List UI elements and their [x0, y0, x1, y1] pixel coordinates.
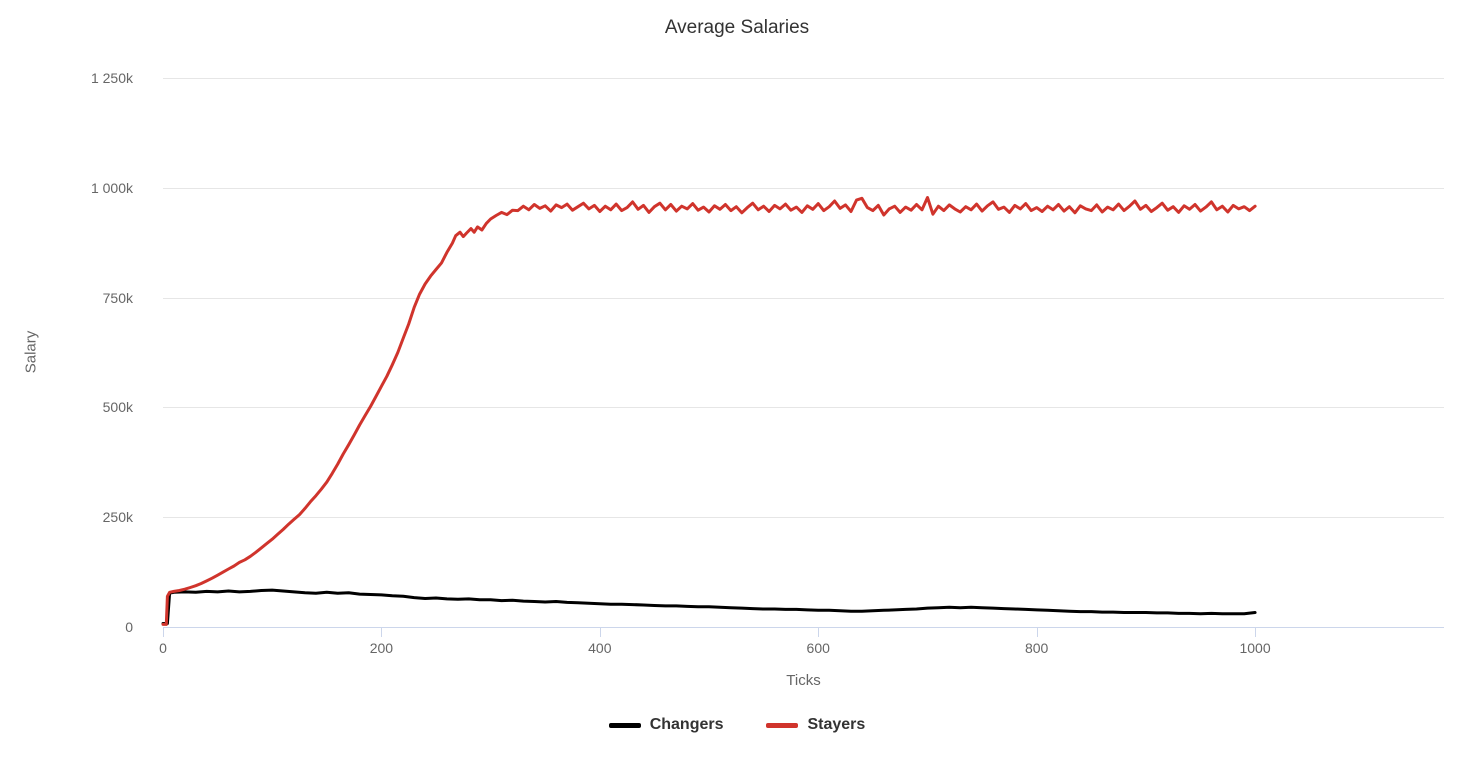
y-tick-label: 1 000k [90, 179, 133, 196]
stayers-line-swatch [766, 722, 799, 728]
x-tick-label: 200 [369, 640, 394, 656]
legend-item-changers[interactable]: Changers [608, 716, 724, 734]
changers-line-swatch [608, 722, 641, 728]
legend-item-stayers[interactable]: Stayers [766, 716, 865, 734]
x-axis-title: Ticks [786, 672, 821, 689]
chart-title: Average Salaries [664, 17, 810, 38]
y-tick-label: 250k [102, 509, 133, 526]
y-axis-title: Salary [22, 330, 40, 374]
y-tick-label: 750k [102, 289, 133, 306]
legend: Changers Stayers [0, 716, 1474, 734]
legend-label-stayers: Stayers [807, 716, 866, 733]
x-tick-label: 600 [806, 640, 830, 656]
x-tick-label: 800 [1024, 640, 1049, 656]
series-line-stayers [161, 196, 1257, 626]
y-tick-label: 1 250k [90, 70, 133, 86]
y-tick-label: 500k [102, 399, 133, 416]
x-tick-label: 0 [159, 640, 167, 656]
legend-label-changers: Changers [649, 716, 724, 733]
series-line-changers [161, 588, 1257, 625]
x-tick-label: 400 [588, 640, 612, 656]
x-tick-label: 1000 [1239, 640, 1271, 656]
y-tick-label: 0 [125, 619, 133, 635]
